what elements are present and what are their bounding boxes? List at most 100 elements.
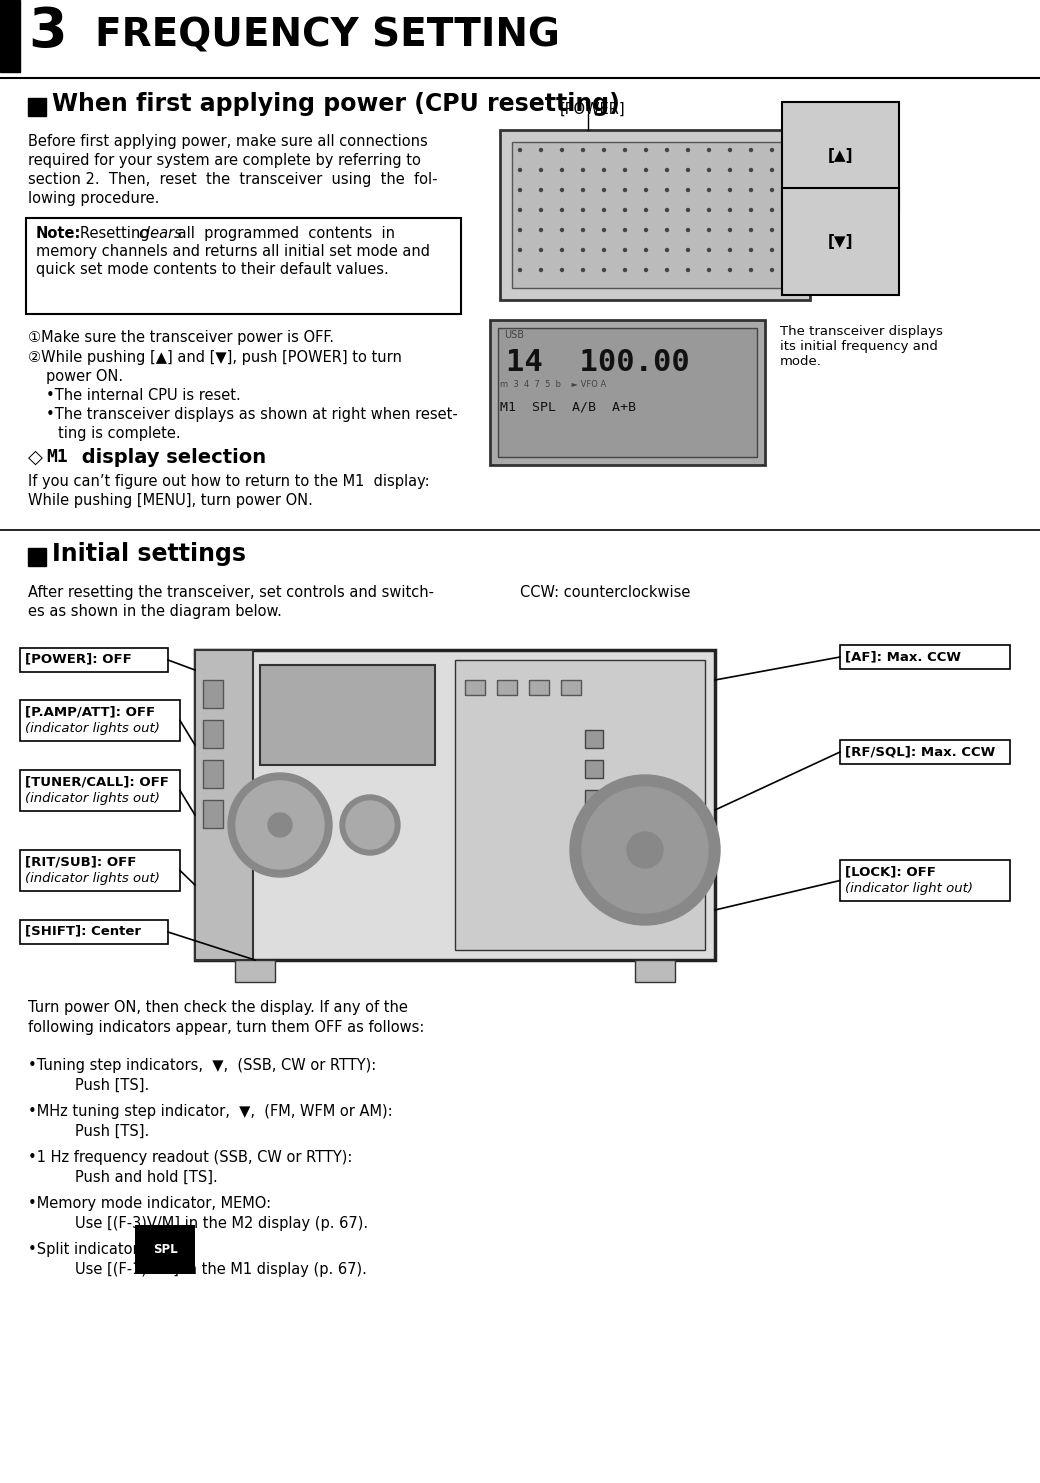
Circle shape [750, 249, 753, 252]
Text: all  programmed  contents  in: all programmed contents in [173, 225, 395, 242]
Text: Initial settings: Initial settings [52, 541, 246, 567]
Circle shape [645, 268, 648, 271]
Circle shape [728, 268, 731, 271]
Text: (indicator lights out): (indicator lights out) [25, 792, 160, 805]
Text: [AF]: Max. CCW: [AF]: Max. CCW [844, 650, 961, 663]
Text: When first applying power (CPU resetting): When first applying power (CPU resetting… [52, 92, 620, 116]
Bar [584, 759, 603, 779]
Bar [840, 860, 1010, 902]
Bar [26, 218, 461, 314]
Circle shape [519, 148, 521, 151]
Circle shape [686, 249, 690, 252]
Text: •Split indicator,: •Split indicator, [28, 1241, 148, 1258]
Text: Push [TS].: Push [TS]. [75, 1078, 150, 1093]
Text: Before first applying power, make sure all connections: Before first applying power, make sure a… [28, 133, 427, 148]
Text: CCW: counterclockwise: CCW: counterclockwise [520, 584, 691, 601]
Text: Push and hold [TS].: Push and hold [TS]. [75, 1170, 217, 1185]
Text: [▼]: [▼] [828, 234, 854, 249]
Bar [20, 648, 168, 672]
Circle shape [561, 228, 564, 231]
Text: 14  100.00: 14 100.00 [506, 349, 690, 377]
Circle shape [540, 228, 543, 231]
Text: clears: clears [138, 225, 182, 242]
Bar [28, 98, 46, 116]
Circle shape [771, 209, 774, 212]
Circle shape [268, 813, 292, 836]
Circle shape [728, 188, 731, 191]
Circle shape [602, 209, 605, 212]
Bar [840, 740, 1010, 764]
Circle shape [750, 209, 753, 212]
Circle shape [728, 169, 731, 172]
Text: SPL: SPL [153, 1243, 178, 1256]
Bar [0, 0, 20, 73]
Circle shape [707, 148, 710, 151]
Circle shape [540, 148, 543, 151]
Text: [LOCK]: OFF: [LOCK]: OFF [844, 865, 936, 878]
Circle shape [627, 832, 664, 868]
Text: :: : [190, 1241, 196, 1258]
Circle shape [519, 169, 521, 172]
Text: Use [(F-1)SPL] in the M1 display (p. 67).: Use [(F-1)SPL] in the M1 display (p. 67)… [75, 1262, 367, 1277]
Bar [635, 960, 675, 982]
Circle shape [540, 188, 543, 191]
Text: (indicator lights out): (indicator lights out) [25, 722, 160, 736]
Circle shape [707, 188, 710, 191]
Text: Push [TS].: Push [TS]. [75, 1124, 150, 1139]
Circle shape [581, 268, 584, 271]
Bar [196, 650, 253, 960]
Text: Note:: Note: [36, 225, 81, 242]
Circle shape [750, 228, 753, 231]
Circle shape [728, 228, 731, 231]
Circle shape [686, 169, 690, 172]
Circle shape [771, 228, 774, 231]
Text: display selection: display selection [75, 448, 266, 467]
Circle shape [645, 209, 648, 212]
Circle shape [561, 188, 564, 191]
Circle shape [728, 148, 731, 151]
Circle shape [236, 782, 324, 869]
Text: 3: 3 [28, 4, 67, 59]
Text: [SHIFT]: Center: [SHIFT]: Center [25, 924, 141, 937]
Text: following indicators appear, turn them OFF as follows:: following indicators appear, turn them O… [28, 1020, 424, 1035]
Circle shape [581, 148, 584, 151]
Text: ◇: ◇ [28, 448, 43, 467]
Bar [203, 799, 223, 828]
Text: [RF/SQL]: Max. CCW: [RF/SQL]: Max. CCW [844, 744, 995, 758]
Text: •Memory mode indicator, MEMO:: •Memory mode indicator, MEMO: [28, 1195, 271, 1212]
Circle shape [686, 228, 690, 231]
Text: The transceiver displays
its initial frequency and
mode.: The transceiver displays its initial fre… [780, 325, 943, 368]
Circle shape [686, 209, 690, 212]
Circle shape [581, 169, 584, 172]
Circle shape [540, 209, 543, 212]
Bar [28, 549, 46, 567]
Text: Turn power ON, then check the display. If any of the: Turn power ON, then check the display. I… [28, 1000, 408, 1014]
Circle shape [561, 209, 564, 212]
Bar [260, 664, 435, 765]
Circle shape [561, 249, 564, 252]
Circle shape [707, 249, 710, 252]
Text: power ON.: power ON. [46, 369, 123, 384]
Circle shape [771, 249, 774, 252]
Text: [TUNER/CALL]: OFF: [TUNER/CALL]: OFF [25, 776, 168, 787]
Bar [490, 320, 765, 466]
Text: [POWER]: OFF: [POWER]: OFF [25, 653, 132, 664]
Circle shape [540, 249, 543, 252]
Circle shape [771, 188, 774, 191]
Circle shape [750, 169, 753, 172]
Bar [498, 328, 757, 457]
Circle shape [340, 795, 400, 856]
Circle shape [581, 209, 584, 212]
Bar [497, 681, 517, 696]
Circle shape [645, 169, 648, 172]
Text: FREQUENCY SETTING: FREQUENCY SETTING [95, 16, 560, 53]
Circle shape [686, 188, 690, 191]
Circle shape [624, 148, 626, 151]
Text: ①Make sure the transceiver power is OFF.: ①Make sure the transceiver power is OFF. [28, 331, 334, 346]
Text: While pushing [MENU], turn power ON.: While pushing [MENU], turn power ON. [28, 492, 313, 509]
Circle shape [602, 169, 605, 172]
Circle shape [645, 249, 648, 252]
Bar [20, 919, 168, 945]
Text: (indicator lights out): (indicator lights out) [25, 872, 160, 885]
Text: Resetting: Resetting [80, 225, 154, 242]
